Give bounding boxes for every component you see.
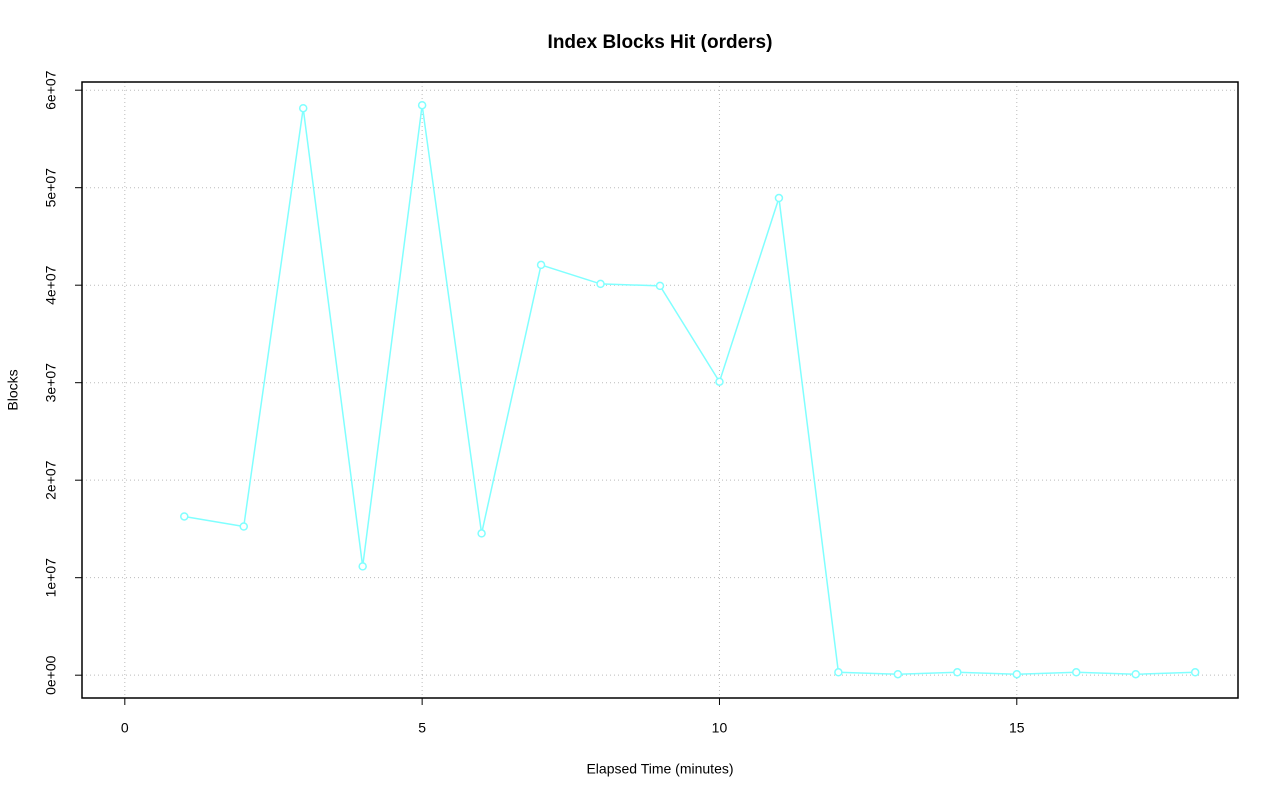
y-axis-title: Blocks bbox=[5, 369, 21, 410]
data-point bbox=[239, 522, 248, 531]
data-point bbox=[1131, 669, 1140, 679]
data-point bbox=[953, 668, 962, 677]
x-tick-label: 10 bbox=[712, 720, 728, 736]
data-point bbox=[1072, 668, 1081, 677]
data-point bbox=[834, 668, 843, 677]
data-line bbox=[184, 105, 1196, 675]
x-tick-label: 5 bbox=[418, 720, 426, 736]
data-point bbox=[180, 512, 189, 521]
data-point bbox=[1190, 668, 1200, 677]
y-tick-label: 1e+07 bbox=[43, 558, 59, 598]
y-tick-label: 5e+07 bbox=[43, 168, 59, 208]
chart-title: Index Blocks Hit (orders) bbox=[548, 32, 773, 53]
data-point bbox=[655, 281, 665, 291]
y-tick-label: 4e+07 bbox=[43, 265, 59, 305]
plot-frame bbox=[81, 81, 1239, 699]
x-tick-label: 15 bbox=[1009, 720, 1025, 736]
y-tick-label: 3e+07 bbox=[43, 363, 59, 403]
data-point bbox=[417, 100, 427, 110]
data-point bbox=[596, 279, 605, 289]
data-point bbox=[1012, 669, 1022, 679]
data-point bbox=[358, 562, 367, 571]
data-point bbox=[774, 193, 784, 203]
y-tick-label: 0e+00 bbox=[43, 655, 59, 695]
data-point bbox=[298, 103, 308, 113]
data-point bbox=[893, 669, 903, 679]
x-tick-label: 0 bbox=[121, 720, 129, 736]
data-point bbox=[477, 529, 486, 538]
data-point bbox=[536, 260, 546, 270]
x-axis-title: Elapsed Time (minutes) bbox=[586, 761, 733, 777]
data-point bbox=[715, 377, 724, 386]
y-tick-label: 2e+07 bbox=[43, 460, 59, 500]
y-tick-label: 6e+07 bbox=[43, 70, 59, 110]
